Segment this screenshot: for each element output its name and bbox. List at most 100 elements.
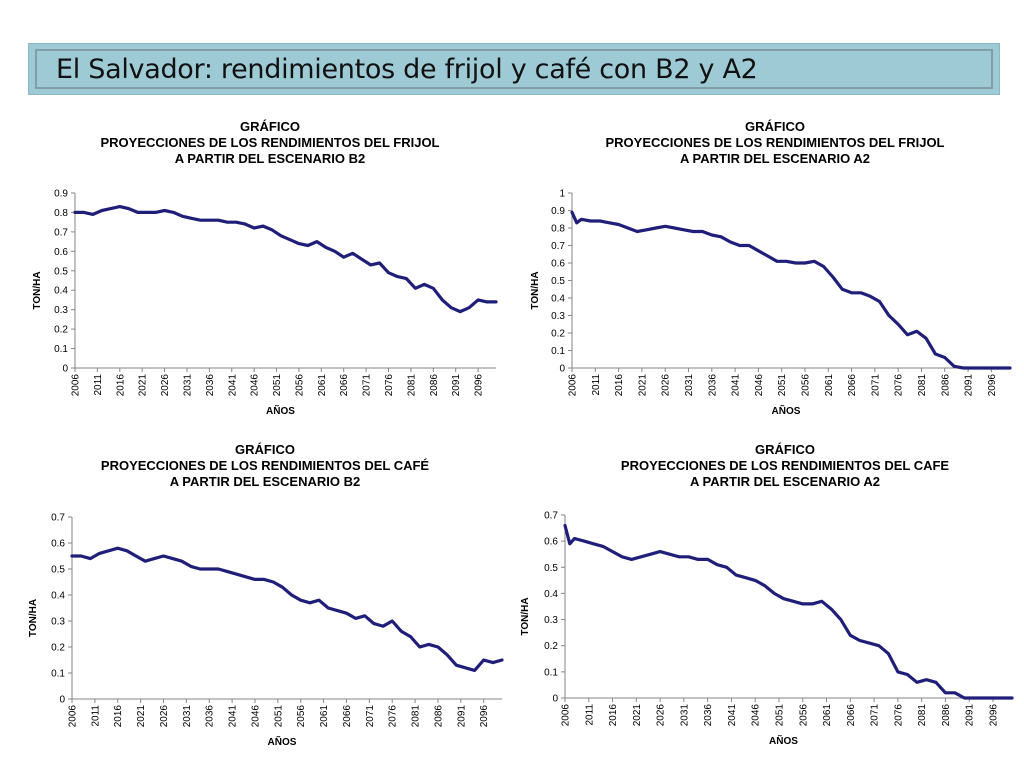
chart-title-line: A PARTIR DEL ESCENARIO A2	[680, 151, 870, 166]
x-tick-label: 2081	[917, 374, 928, 397]
y-tick-label: 0	[59, 695, 65, 706]
chart-title-line: PROYECCIONES DE LOS RENDIMIENTOS DEL FRI…	[605, 135, 944, 150]
x-tick-label: 2016	[115, 374, 126, 397]
x-tick-label: 2006	[68, 705, 79, 728]
title-band: El Salvador: rendimientos de frijol y ca…	[28, 43, 1000, 95]
chart-title-line: GRÁFICO	[745, 119, 805, 134]
x-tick-label: 2096	[988, 704, 999, 727]
x-tick-label: 2091	[456, 705, 467, 728]
series-line	[563, 523, 1014, 700]
x-tick-label: 2066	[846, 704, 857, 727]
y-tick-label: 1	[559, 189, 565, 200]
y-tick-label: 0.7	[54, 227, 68, 238]
series-line	[570, 210, 1012, 370]
x-tick-label: 2036	[703, 704, 714, 727]
x-tick-label: 2081	[917, 704, 928, 727]
x-tick-label: 2046	[250, 705, 261, 728]
x-tick-label: 2016	[614, 374, 625, 397]
y-tick-label: 0.3	[54, 305, 68, 316]
y-tick-label: 0.7	[51, 513, 65, 524]
x-tick-label: 2006	[568, 374, 579, 397]
x-tick-label: 2051	[774, 704, 785, 727]
y-tick-label: 0.6	[54, 247, 68, 258]
x-tick-label: 2076	[388, 705, 399, 728]
y-tick-label: 0.1	[51, 669, 65, 680]
y-tick-label: 0	[559, 364, 565, 375]
x-axis-label: AÑOS	[268, 735, 297, 748]
x-tick-label: 2021	[632, 704, 643, 727]
x-tick-label: 2051	[272, 374, 283, 397]
x-tick-label: 2096	[479, 705, 490, 728]
chart-title-line: PROYECCIONES DE LOS RENDIMIENTOS DEL FRI…	[100, 135, 439, 150]
x-tick-label: 2081	[406, 374, 417, 397]
chart-title-line: A PARTIR DEL ESCENARIO A2	[690, 474, 880, 489]
y-tick-label: 0.6	[51, 539, 65, 550]
y-tick-label: 0.1	[544, 667, 558, 678]
y-tick-label: 0.3	[551, 311, 565, 322]
x-tick-label: 2061	[824, 374, 835, 397]
y-tick-label: 0.8	[551, 224, 565, 235]
x-tick-label: 2071	[365, 705, 376, 728]
x-axis-label: AÑOS	[266, 404, 295, 417]
x-tick-label: 2061	[319, 705, 330, 728]
x-tick-label: 2031	[182, 705, 193, 728]
x-tick-label: 2066	[342, 705, 353, 728]
chart-title-line: A PARTIR DEL ESCENARIO B2	[170, 474, 360, 489]
y-tick-label: 0	[62, 364, 68, 375]
x-tick-label: 2086	[940, 374, 951, 397]
y-axis-label: TON/HA	[520, 597, 531, 635]
x-tick-label: 2011	[90, 705, 101, 727]
y-tick-label: 0.5	[551, 276, 565, 287]
x-tick-label: 2021	[637, 374, 648, 397]
x-tick-label: 2061	[317, 374, 328, 397]
x-tick-label: 2056	[296, 705, 307, 728]
x-tick-label: 2076	[894, 374, 905, 397]
y-tick-label: 0.2	[54, 325, 68, 336]
chart-title-line: GRÁFICO	[240, 119, 300, 134]
x-tick-label: 2021	[136, 705, 147, 728]
x-tick-label: 2066	[339, 374, 350, 397]
y-tick-label: 0.5	[51, 565, 65, 576]
y-tick-label: 0.7	[544, 511, 558, 522]
x-tick-label: 2036	[205, 705, 216, 728]
x-tick-label: 2056	[798, 704, 809, 727]
y-tick-label: 0.4	[54, 286, 68, 297]
x-tick-label: 2061	[822, 704, 833, 727]
x-tick-label: 2086	[429, 374, 440, 397]
chart-title-line: PROYECCIONES DE LOS RENDIMIENTOS DEL CAF…	[621, 458, 950, 473]
y-tick-label: 0.3	[544, 615, 558, 626]
x-tick-label: 2046	[754, 374, 765, 397]
x-tick-label: 2041	[227, 374, 238, 397]
x-tick-label: 2016	[608, 704, 619, 727]
x-tick-label: 2086	[433, 705, 444, 728]
x-tick-label: 2021	[138, 374, 149, 397]
x-tick-label: 2046	[751, 704, 762, 727]
chart-title-line: A PARTIR DEL ESCENARIO B2	[175, 151, 365, 166]
x-tick-label: 2091	[451, 374, 462, 397]
y-tick-label: 0.4	[544, 589, 558, 600]
y-tick-label: 0.4	[51, 591, 65, 602]
chart-title-line: GRÁFICO	[755, 442, 815, 457]
x-tick-label: 2026	[656, 704, 667, 727]
y-tick-label: 0.4	[551, 294, 565, 305]
x-tick-label: 2091	[964, 374, 975, 397]
x-tick-label: 2026	[160, 374, 171, 397]
x-tick-label: 2081	[411, 705, 422, 728]
y-tick-label: 0.8	[54, 208, 68, 219]
y-tick-label: 0.1	[551, 346, 565, 357]
x-tick-label: 2071	[870, 704, 881, 727]
x-tick-label: 2011	[93, 374, 104, 396]
y-tick-label: 0.9	[551, 206, 565, 217]
y-tick-label: 0.5	[54, 266, 68, 277]
x-tick-label: 2071	[362, 374, 373, 397]
y-axis-label: TON/HA	[32, 271, 43, 309]
x-tick-label: 2036	[707, 374, 718, 397]
y-tick-label: 0.6	[544, 537, 558, 548]
y-tick-label: 0	[552, 694, 558, 705]
x-tick-label: 2031	[182, 374, 193, 397]
page-title: El Salvador: rendimientos de frijol y ca…	[56, 53, 758, 85]
y-tick-label: 0.2	[551, 329, 565, 340]
x-tick-label: 2036	[205, 374, 216, 397]
